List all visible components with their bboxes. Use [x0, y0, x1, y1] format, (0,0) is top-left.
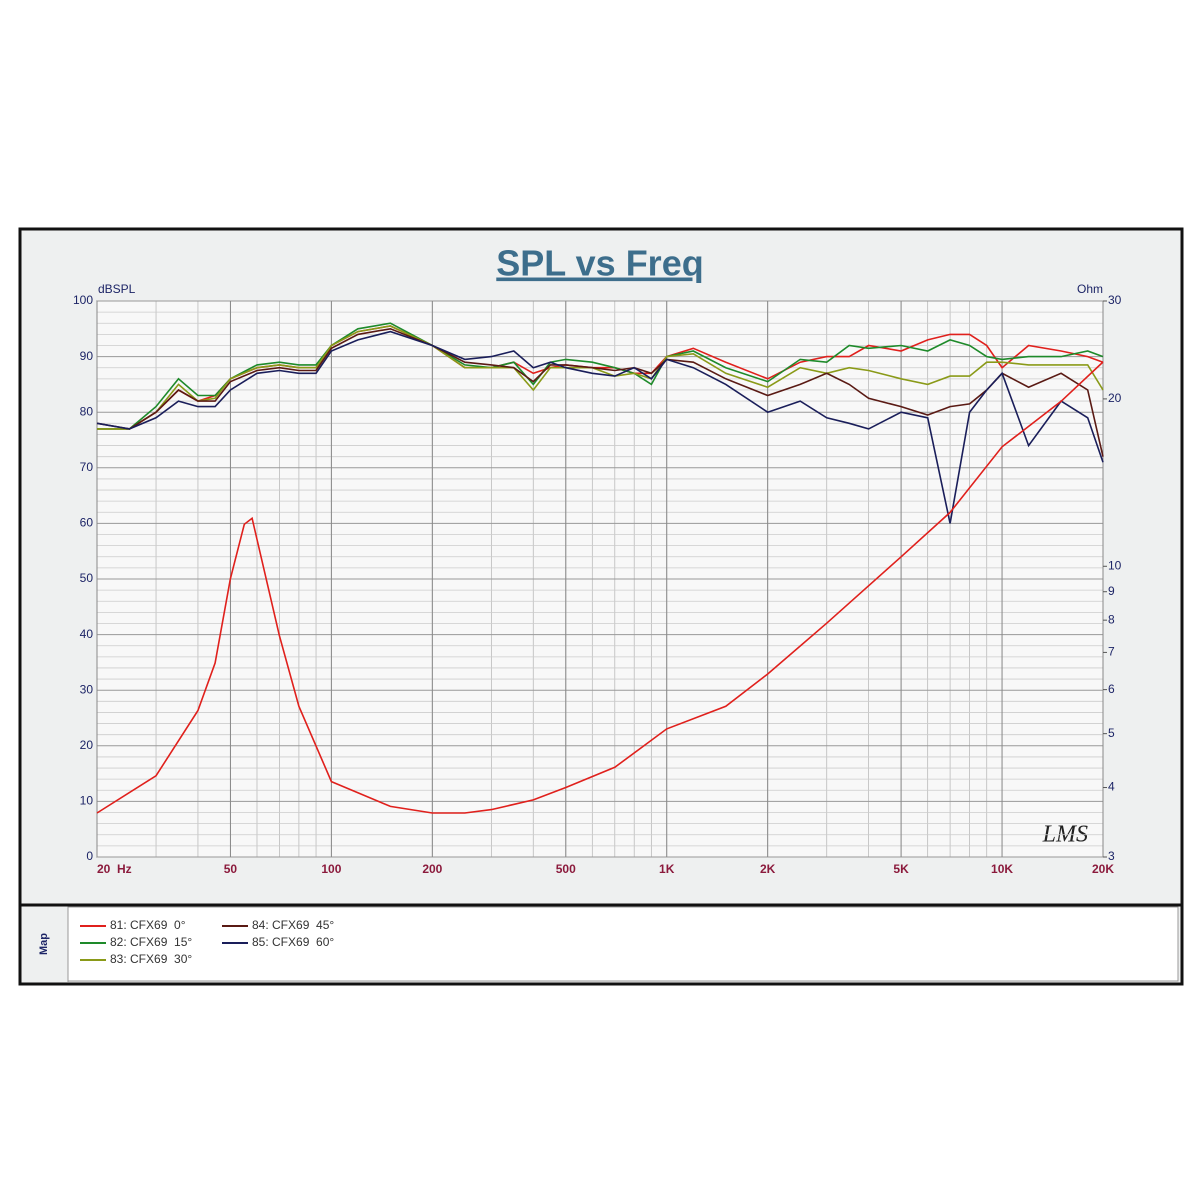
spl-line: [96, 330, 1104, 524]
spl-line: [97, 322, 1104, 430]
legend-label: 84: CFX69 45°: [252, 918, 334, 932]
chart-title: SPL vs Freq: [496, 243, 703, 284]
y-tick-label: 40: [80, 627, 94, 641]
y2-tick-label: 7: [1108, 645, 1115, 659]
x-tick-label: 5K: [893, 862, 909, 876]
x-tick-label: 1K: [659, 862, 675, 876]
x-tick-label: 10K: [991, 862, 1013, 876]
y-tick-label: 50: [80, 571, 94, 585]
legend-label: 81: CFX69 0°: [110, 918, 186, 932]
legend-label: 85: CFX69 60°: [252, 935, 334, 949]
x-tick-label: 20 Hz: [97, 862, 132, 876]
legend-title: Map: [38, 933, 50, 955]
y-tick-label: 90: [80, 349, 94, 363]
impedance-line: [96, 361, 1104, 814]
y2-tick-label: 5: [1108, 726, 1115, 740]
y-tick-label: 0: [86, 849, 93, 863]
y-tick-label: 60: [80, 516, 94, 530]
x-tick-label: 100: [321, 862, 341, 876]
x-tick-label: 50: [224, 862, 238, 876]
spl-line: [96, 327, 1104, 457]
x-tick-label: 200: [422, 862, 442, 876]
y2-tick-label: 6: [1108, 682, 1115, 696]
y-tick-label: 70: [80, 460, 94, 474]
y2-tick-label: 10: [1108, 558, 1122, 572]
y-tick-label: 10: [80, 794, 94, 808]
y2-tick-label: 20: [1108, 391, 1122, 405]
legend-label: 83: CFX69 30°: [110, 952, 192, 966]
y2-tick-label: 30: [1108, 293, 1122, 307]
y2-tick-label: 3: [1108, 849, 1115, 863]
x-tick-label: 500: [556, 862, 576, 876]
y2-tick-label: 4: [1108, 780, 1115, 794]
y2-axis-label: Ohm: [1077, 282, 1103, 296]
y2-tick-label: 9: [1108, 584, 1115, 598]
y-tick-label: 100: [73, 293, 93, 307]
legend-box: [67, 906, 1179, 982]
y-axis-label: dBSPL: [98, 282, 136, 296]
y-tick-label: 20: [80, 738, 94, 752]
x-tick-label: 20K: [1092, 862, 1114, 876]
y2-tick-label: 8: [1108, 612, 1115, 626]
y-tick-label: 30: [80, 682, 94, 696]
x-tick-label: 2K: [760, 862, 776, 876]
legend-label: 82: CFX69 15°: [110, 935, 192, 949]
y-tick-label: 80: [80, 404, 94, 418]
